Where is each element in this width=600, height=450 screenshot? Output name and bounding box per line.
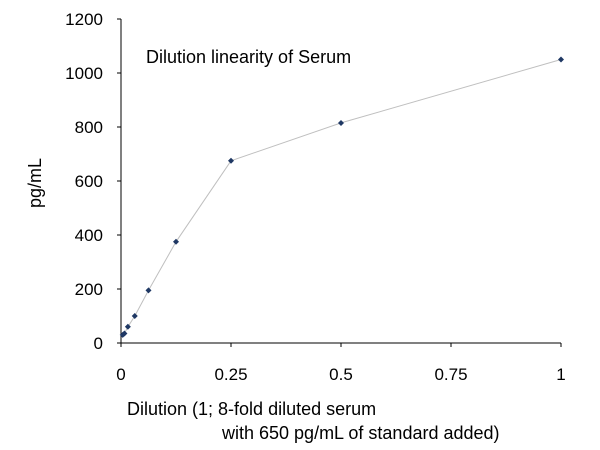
data-point xyxy=(228,157,234,164)
y-tick-label: 400 xyxy=(75,226,103,245)
series-line xyxy=(122,59,562,336)
data-point xyxy=(558,56,564,63)
x-tick-label: 0.75 xyxy=(434,365,467,384)
y-tick-label: 600 xyxy=(75,172,103,191)
y-tick-label: 0 xyxy=(94,334,103,353)
y-axis-title: pg/mL xyxy=(25,158,45,208)
x-tick-label: 0.5 xyxy=(329,365,353,384)
data-point xyxy=(173,238,179,245)
data-point xyxy=(145,287,152,294)
x-axis-title-line2: with 650 pg/mL of standard added) xyxy=(221,423,500,443)
data-point xyxy=(338,119,344,126)
y-tick-label: 1000 xyxy=(65,64,103,83)
x-tick-label: 0 xyxy=(116,365,125,384)
data-point xyxy=(124,323,131,330)
chart-title: Dilution linearity of Serum xyxy=(146,47,351,67)
x-axis-title-line1: Dilution (1; 8-fold diluted serum xyxy=(127,399,376,419)
y-tick-label: 200 xyxy=(75,280,103,299)
y-tick-label: 800 xyxy=(75,118,103,137)
data-point xyxy=(121,330,128,337)
data-point xyxy=(131,313,138,319)
x-tick-label: 1 xyxy=(556,365,565,384)
y-tick-label: 1200 xyxy=(65,10,103,29)
axes: 0 200 400 600 800 1000 1200 0 0.25 0.5 0.75 1 xyxy=(65,10,566,384)
series-layer xyxy=(119,56,564,338)
x-tick-label: 0.25 xyxy=(214,365,247,384)
